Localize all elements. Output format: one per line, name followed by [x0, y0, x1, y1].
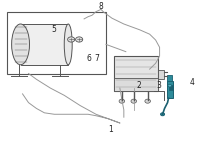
Circle shape	[76, 37, 83, 42]
Bar	[167, 75, 172, 81]
Circle shape	[145, 99, 150, 103]
Bar	[21, 24, 68, 65]
Bar	[167, 81, 173, 98]
Circle shape	[119, 99, 125, 103]
Text: 5: 5	[51, 25, 56, 34]
Ellipse shape	[12, 24, 29, 65]
Text: 7: 7	[95, 54, 99, 64]
Bar	[114, 78, 158, 91]
Bar	[158, 70, 164, 79]
Text: 1: 1	[109, 125, 113, 134]
Text: 3: 3	[156, 81, 161, 90]
Circle shape	[168, 84, 172, 87]
Bar	[169, 85, 173, 90]
Circle shape	[161, 113, 165, 116]
Bar	[114, 56, 158, 91]
Circle shape	[131, 99, 137, 103]
Ellipse shape	[64, 24, 72, 65]
Bar	[7, 12, 106, 74]
Text: 6: 6	[87, 54, 92, 64]
Text: 8: 8	[99, 2, 103, 11]
Circle shape	[68, 37, 75, 42]
Text: 4: 4	[190, 78, 195, 87]
Text: 2: 2	[136, 81, 141, 90]
